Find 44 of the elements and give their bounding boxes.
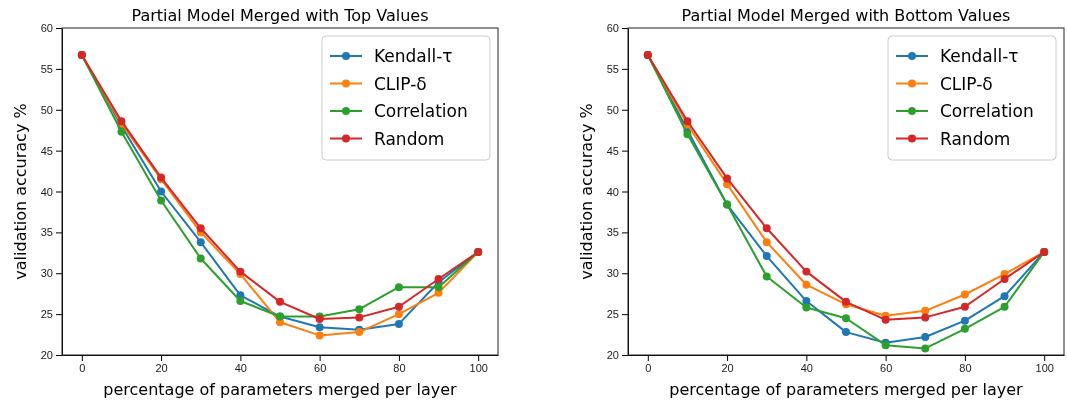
- legend-label: Kendall-τ: [940, 46, 1019, 66]
- y-tick-label: 20: [606, 349, 619, 362]
- y-axis-title: validation accuracy %: [11, 103, 30, 280]
- x-tick-label: 40: [800, 361, 813, 374]
- legend-label: Kendall-τ: [374, 46, 453, 66]
- y-tick-label: 50: [606, 103, 619, 116]
- legend-label: Correlation: [940, 101, 1034, 121]
- legend-label: Correlation: [374, 101, 468, 121]
- chart-title: Partial Model Merged with Bottom Values: [681, 6, 1011, 25]
- x-tick-label: 20: [721, 361, 734, 374]
- x-axis-title: percentage of parameters merged per layer: [669, 380, 1024, 399]
- y-tick-label: 55: [40, 62, 53, 75]
- y-tick-label: 60: [606, 22, 619, 35]
- y-tick-label: 60: [40, 22, 53, 35]
- x-tick-label: 0: [79, 361, 86, 374]
- y-tick-label: 40: [606, 185, 619, 198]
- x-tick-label: 60: [314, 361, 327, 374]
- y-tick-label: 40: [40, 185, 53, 198]
- y-tick-label: 20: [40, 349, 53, 362]
- x-tick-label: 80: [393, 361, 406, 374]
- x-tick-label: 80: [959, 361, 972, 374]
- x-axis-title: percentage of parameters merged per layer: [103, 380, 458, 399]
- legend-label: CLIP-δ: [374, 73, 427, 94]
- x-tick-label: 100: [1035, 361, 1054, 374]
- y-tick-label: 35: [606, 226, 619, 239]
- y-tick-label: 30: [606, 267, 619, 280]
- x-tick-label: 60: [880, 361, 893, 374]
- y-tick-label: 25: [606, 308, 619, 321]
- x-tick-label: 0: [645, 361, 652, 374]
- x-tick-label: 100: [469, 361, 488, 374]
- legend-label: CLIP-δ: [940, 73, 993, 94]
- y-tick-label: 25: [40, 308, 53, 321]
- y-tick-label: 55: [606, 62, 619, 75]
- legend-label: Random: [940, 128, 1011, 149]
- y-tick-label: 45: [40, 144, 53, 157]
- y-axis-title: validation accuracy %: [577, 103, 596, 280]
- chart-title: Partial Model Merged with Top Values: [131, 6, 429, 25]
- y-tick-label: 35: [40, 226, 53, 239]
- y-tick-label: 45: [606, 144, 619, 157]
- x-tick-label: 20: [155, 361, 168, 374]
- legend-label: Random: [374, 128, 445, 149]
- y-tick-label: 30: [40, 267, 53, 280]
- y-tick-label: 50: [40, 103, 53, 116]
- x-tick-label: 40: [234, 361, 247, 374]
